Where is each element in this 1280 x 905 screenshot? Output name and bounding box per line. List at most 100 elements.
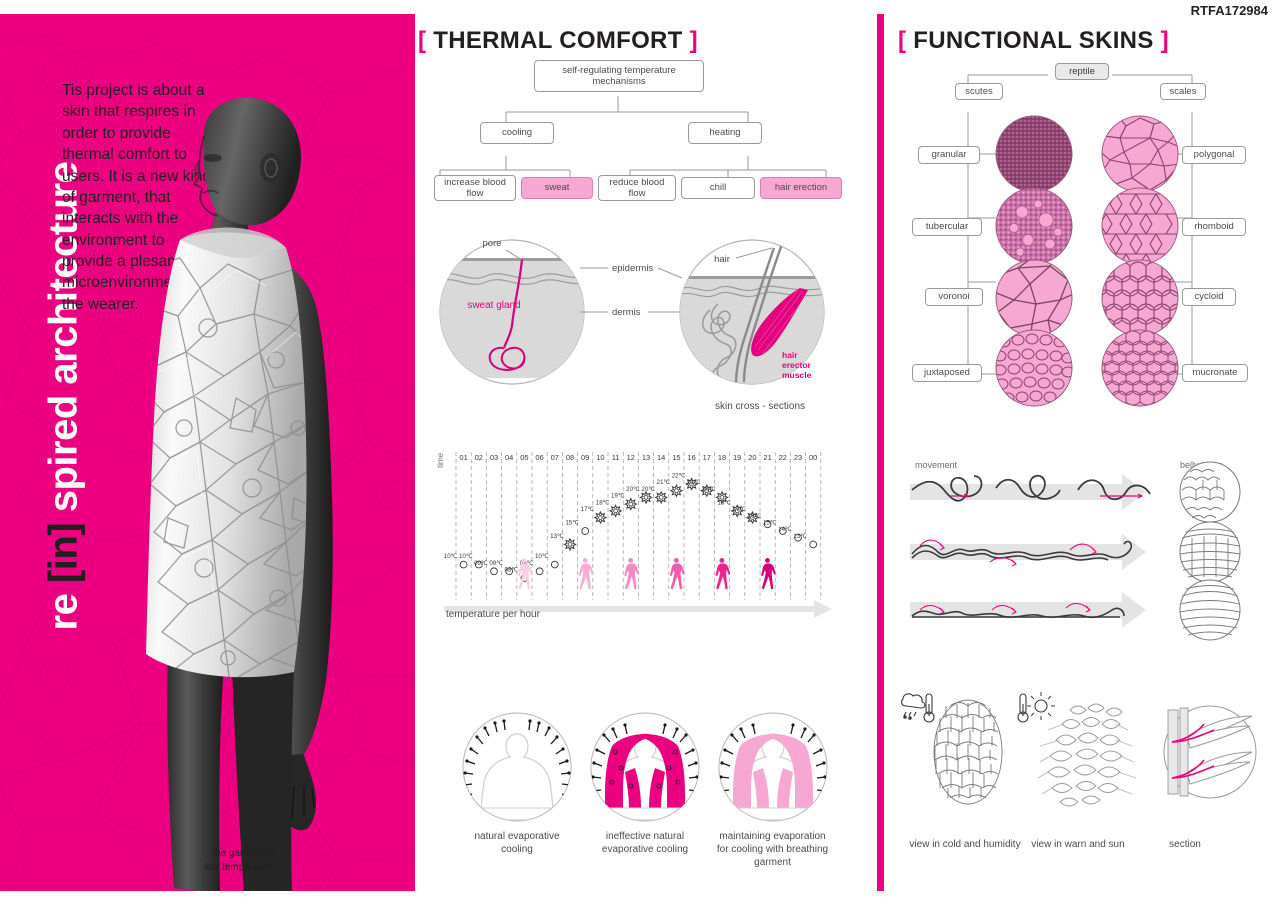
timeline-hour-18: 18: [718, 453, 726, 462]
timeline-temp-label-07: 10℃: [535, 553, 549, 560]
body-diagram-caption-2: ineffective natural evaporative cooling: [601, 831, 689, 855]
body-diagram-caption-1: natural evaporative cooling: [474, 831, 560, 855]
timeline-point-07: 10℃: [535, 553, 559, 569]
timeline-temp-label-14: 20℃: [641, 486, 655, 493]
skin-label-polygonal: polygonal: [1182, 146, 1246, 164]
tree-node-hair-erection: hair erection: [760, 177, 842, 199]
skin-label-tubercular: tubercular: [912, 218, 982, 236]
label-sweat-gland: sweat gland: [467, 300, 520, 311]
timeline-point-14: 20℃: [641, 486, 668, 505]
timeline-hour-17: 17: [703, 453, 711, 462]
timeline-hour-13: 13: [642, 453, 650, 462]
timeline-temp-label-19: 18℃: [717, 499, 731, 506]
timeline-point-03: 09℃: [474, 560, 498, 576]
reptile-branch-scutes: scutes: [955, 83, 1003, 100]
timeline-temp-label-20: 17℃: [733, 506, 747, 513]
timeline-hour-02: 02: [475, 453, 483, 462]
mannequin-render: [146, 97, 333, 891]
timeline-point-21: 16℃: [748, 513, 772, 529]
timeline-hour-23: 23: [794, 453, 802, 462]
divider-left: [408, 14, 415, 891]
tree-node-chill: chill: [681, 177, 755, 199]
timeline-temp-label-03: 09℃: [474, 560, 488, 567]
timeline-point-01: 10℃: [444, 553, 468, 569]
timeline-point-20: 17℃: [733, 506, 760, 525]
project-intro-text: Tis project is about a skin that respire…: [62, 82, 212, 313]
tree-node-sweat: sweat: [521, 177, 593, 199]
timeline-point-06: 09℃: [520, 560, 544, 576]
timeline-walker-figure: [715, 558, 731, 590]
timeline-temp-label-21: 16℃: [748, 513, 762, 520]
tree-node-heating: heating: [688, 122, 762, 144]
timeline-temp-label-15: 21℃: [657, 479, 671, 486]
thermal-title-text: THERMAL COMFORT: [433, 27, 683, 54]
timeline-hour-20: 20: [748, 453, 756, 462]
timeline-point-23: 14℃: [778, 526, 802, 542]
movement-label: movement: [915, 460, 958, 470]
timeline-temp-label-12: 19℃: [611, 493, 625, 500]
body-diagrams-svg: [462, 712, 828, 822]
label-hair: hair: [714, 254, 730, 265]
skin-label-cycloid: cycloid: [1182, 288, 1236, 306]
tree-node-increase-blood-flow: increase blood flow: [434, 175, 516, 201]
timeline-temp-label-23: 14℃: [778, 526, 792, 533]
timeline-temp-label-04: 09℃: [489, 560, 503, 567]
timeline-hour-19: 19: [733, 453, 741, 462]
pinecone-caption-1: view in cold and humidity: [909, 839, 1021, 850]
timeline-point-19: 18℃: [717, 499, 744, 518]
timeline-temp-label-01: 10℃: [444, 553, 458, 560]
timeline-hour-11: 11: [612, 453, 620, 462]
timeline-walker-figure: [669, 558, 685, 590]
timeline-hour-10: 10: [596, 453, 604, 462]
timeline-temp-label-02: 10℃: [459, 553, 473, 560]
pinecone-diagrams: [901, 692, 1257, 807]
timeline-point-11: 18℃: [596, 499, 623, 518]
tree-node-cooling: cooling: [480, 122, 554, 144]
snake-movement-diagrams: [910, 461, 1241, 641]
bracket-close-2: ]: [1160, 27, 1169, 54]
label-hair-erector-muscle: hair: [782, 350, 798, 360]
reptile-branch-scales: scales: [1160, 83, 1206, 100]
timeline-walker-figure: [578, 558, 594, 590]
timeline-point-08: 13℃: [550, 533, 577, 552]
skin-cross-sections-diagram: pore sweat gland epidermis dermis: [439, 238, 825, 385]
title-bracket-in: [in]: [41, 522, 86, 584]
skin-label-juxtaposed: juxtaposed: [912, 364, 982, 382]
timeline-point-12: 19℃: [611, 493, 638, 511]
skins-title-text: FUNCTIONAL SKINS: [913, 27, 1154, 54]
title-part-1: re: [41, 583, 86, 631]
timeline-hour-03: 03: [490, 453, 498, 462]
cold-humidity-icon: [901, 693, 935, 723]
timeline-temp-label-11: 18℃: [596, 499, 610, 506]
timeline-hour-22: 22: [779, 453, 787, 462]
pinecone-caption-2: view in warn and sun: [1031, 839, 1125, 850]
skin-label-mucronate: mucronate: [1182, 364, 1248, 382]
cone-closed: [933, 699, 1003, 805]
timeline-hour-21: 21: [763, 453, 771, 462]
skin-cross-sections-caption: skin cross - sections: [714, 401, 806, 412]
pinecone-caption-3: section: [1169, 839, 1201, 850]
timeline-point-00: 13℃: [793, 533, 818, 549]
svg-text:erector: erector: [782, 360, 812, 370]
bracket-open: [: [418, 27, 427, 54]
timeline-point-17: 21℃: [687, 479, 714, 498]
timeline-hour-04: 04: [505, 453, 513, 462]
timeline-point-02: 10℃: [459, 553, 483, 569]
timeline-point-09: 15℃: [565, 520, 590, 535]
reptile-root-node: reptile: [1055, 63, 1109, 80]
temperature-timeline-chart: time 01 02 03 04 05 06 07 08 09 10 11 12 13 14 15 16 17 1…: [436, 440, 836, 620]
timeline-temp-label-08: 13℃: [550, 533, 564, 540]
timeline-temp-label-18: 20℃: [702, 486, 716, 493]
svg-text:muscle: muscle: [782, 370, 812, 380]
timeline-walker-figure: [517, 558, 533, 590]
timeline-hour-14: 14: [657, 453, 665, 462]
label-dermis: dermis: [612, 307, 641, 318]
timeline-hour-00: 00: [809, 453, 817, 462]
timeline-point-04: 09℃: [489, 560, 514, 576]
timeline-temp-label-06: 09℃: [520, 560, 534, 567]
tree-node-root: self-regulating temperature mechanisms: [534, 60, 704, 92]
timeline-point-13: 20℃: [626, 486, 653, 505]
timeline-hour-16: 16: [687, 453, 695, 462]
timeline-hour-09: 09: [581, 453, 589, 462]
timeline-temp-label-00: 13℃: [793, 533, 807, 540]
